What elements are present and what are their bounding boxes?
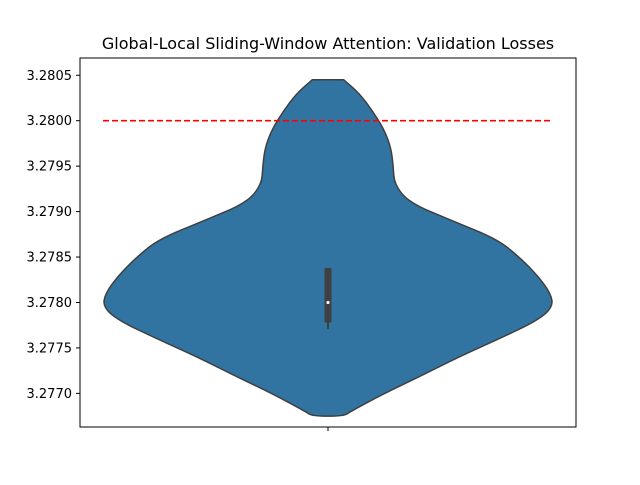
y-axis: 3.2770 3.2775 3.2780 3.2785 3.2790 3.2795 3.28… xyxy=(27,69,80,402)
violin-iqr-box xyxy=(324,267,332,323)
y-tick-label: 3.2795 xyxy=(27,160,73,175)
y-tick-label: 3.2790 xyxy=(27,205,73,220)
y-tick-label: 3.2805 xyxy=(27,69,73,84)
violin-body xyxy=(103,79,553,417)
chart-title: Global-Local Sliding-Window Attention: V… xyxy=(102,34,554,53)
y-tick-label: 3.2785 xyxy=(27,251,73,266)
violin-median-marker xyxy=(326,300,330,305)
violin-layer xyxy=(103,79,553,417)
y-tick-label: 3.2800 xyxy=(27,114,73,129)
y-tick-label: 3.2780 xyxy=(27,296,73,311)
y-tick-label: 3.2770 xyxy=(27,387,73,402)
y-tick-label: 3.2775 xyxy=(27,341,73,356)
